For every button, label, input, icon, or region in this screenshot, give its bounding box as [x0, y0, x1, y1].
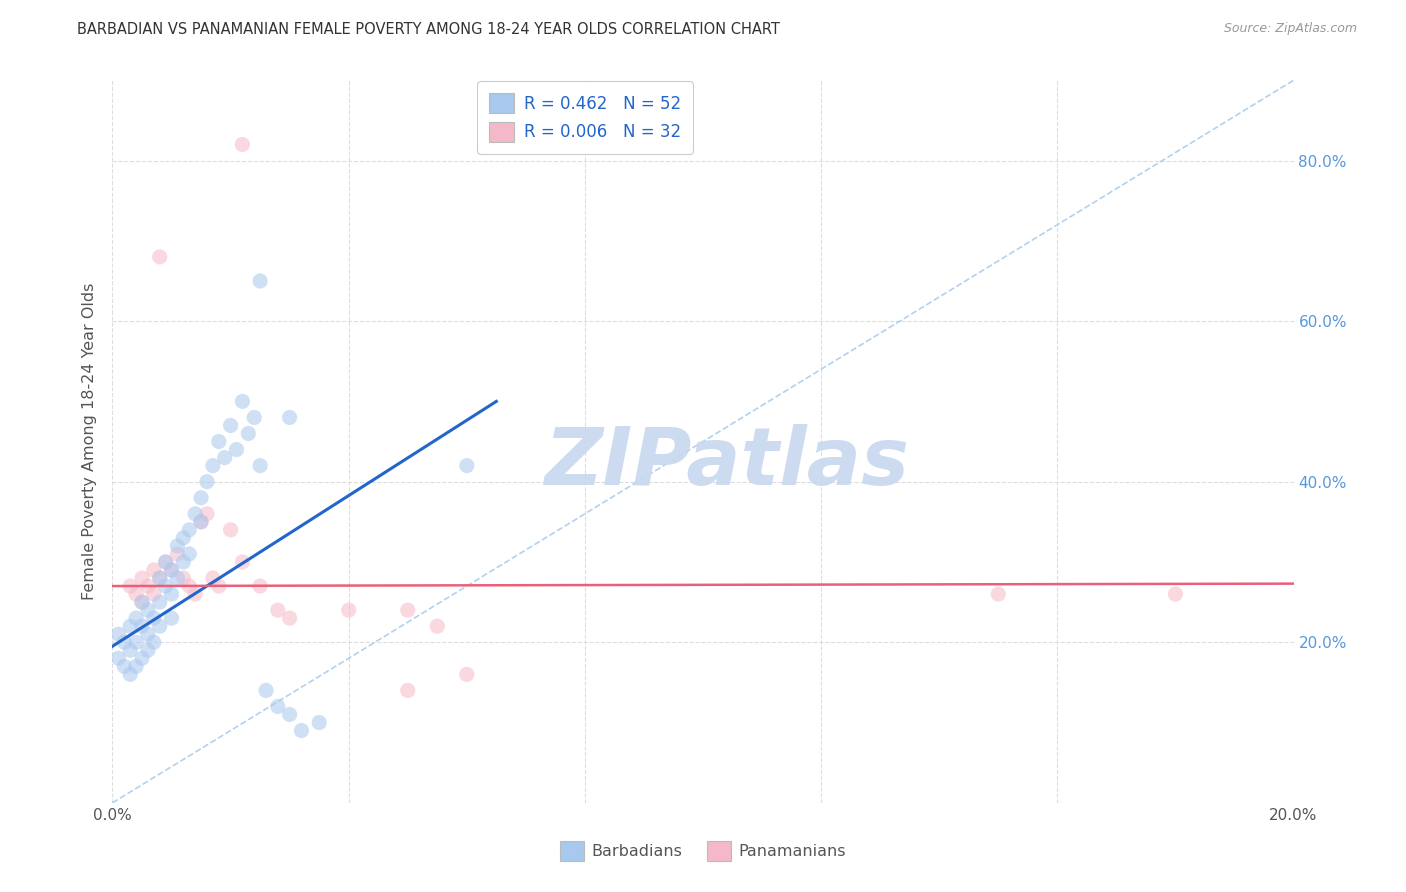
Point	[290, 723, 312, 738]
Point	[456, 667, 478, 681]
Point	[149, 571, 172, 585]
Point	[131, 619, 153, 633]
Point	[120, 619, 142, 633]
Point	[136, 643, 159, 657]
Point	[231, 555, 253, 569]
Point	[160, 563, 183, 577]
Point	[195, 507, 218, 521]
Point	[160, 563, 183, 577]
Point	[337, 603, 360, 617]
Point	[125, 635, 148, 649]
Point	[136, 627, 159, 641]
Text: BARBADIAN VS PANAMANIAN FEMALE POVERTY AMONG 18-24 YEAR OLDS CORRELATION CHART: BARBADIAN VS PANAMANIAN FEMALE POVERTY A…	[77, 22, 780, 37]
Point	[179, 579, 201, 593]
Point	[155, 555, 177, 569]
Point	[1164, 587, 1187, 601]
Point	[190, 515, 212, 529]
Point	[131, 595, 153, 609]
Point	[136, 579, 159, 593]
Point	[278, 707, 301, 722]
Point	[214, 450, 236, 465]
Point	[149, 250, 172, 264]
Point	[238, 426, 260, 441]
Point	[166, 571, 188, 585]
Point	[166, 539, 188, 553]
Point	[243, 410, 266, 425]
Point	[142, 611, 165, 625]
Point	[249, 458, 271, 473]
Point	[172, 571, 194, 585]
Point	[125, 587, 148, 601]
Point	[201, 571, 224, 585]
Point	[131, 595, 153, 609]
Point	[219, 523, 242, 537]
Point	[267, 603, 290, 617]
Point	[208, 579, 231, 593]
Text: Source: ZipAtlas.com: Source: ZipAtlas.com	[1223, 22, 1357, 36]
Text: ZIPatlas: ZIPatlas	[544, 425, 910, 502]
Point	[166, 547, 188, 561]
Point	[120, 667, 142, 681]
Point	[155, 555, 177, 569]
Point	[278, 410, 301, 425]
Point	[160, 587, 183, 601]
Point	[160, 611, 183, 625]
Point	[396, 603, 419, 617]
Point	[131, 571, 153, 585]
Point	[195, 475, 218, 489]
Point	[396, 683, 419, 698]
Point	[456, 458, 478, 473]
Point	[172, 531, 194, 545]
Point	[136, 603, 159, 617]
Point	[254, 683, 277, 698]
Point	[112, 659, 135, 673]
Point	[120, 579, 142, 593]
Point	[107, 627, 129, 641]
Point	[131, 651, 153, 665]
Point	[201, 458, 224, 473]
Point	[190, 491, 212, 505]
Legend: Barbadians, Panamanians: Barbadians, Panamanians	[554, 835, 852, 867]
Point	[426, 619, 449, 633]
Point	[172, 555, 194, 569]
Point	[267, 699, 290, 714]
Point	[231, 394, 253, 409]
Point	[120, 643, 142, 657]
Point	[208, 434, 231, 449]
Point	[125, 611, 148, 625]
Point	[225, 442, 247, 457]
Point	[112, 635, 135, 649]
Point	[179, 547, 201, 561]
Y-axis label: Female Poverty Among 18-24 Year Olds: Female Poverty Among 18-24 Year Olds	[82, 283, 97, 600]
Point	[184, 507, 207, 521]
Point	[249, 274, 271, 288]
Point	[308, 715, 330, 730]
Point	[249, 579, 271, 593]
Point	[155, 579, 177, 593]
Point	[184, 587, 207, 601]
Point	[142, 563, 165, 577]
Point	[125, 659, 148, 673]
Point	[987, 587, 1010, 601]
Point	[142, 587, 165, 601]
Point	[278, 611, 301, 625]
Point	[149, 571, 172, 585]
Point	[179, 523, 201, 537]
Point	[107, 651, 129, 665]
Point	[190, 515, 212, 529]
Point	[149, 619, 172, 633]
Point	[219, 418, 242, 433]
Point	[142, 635, 165, 649]
Point	[231, 137, 253, 152]
Point	[149, 595, 172, 609]
